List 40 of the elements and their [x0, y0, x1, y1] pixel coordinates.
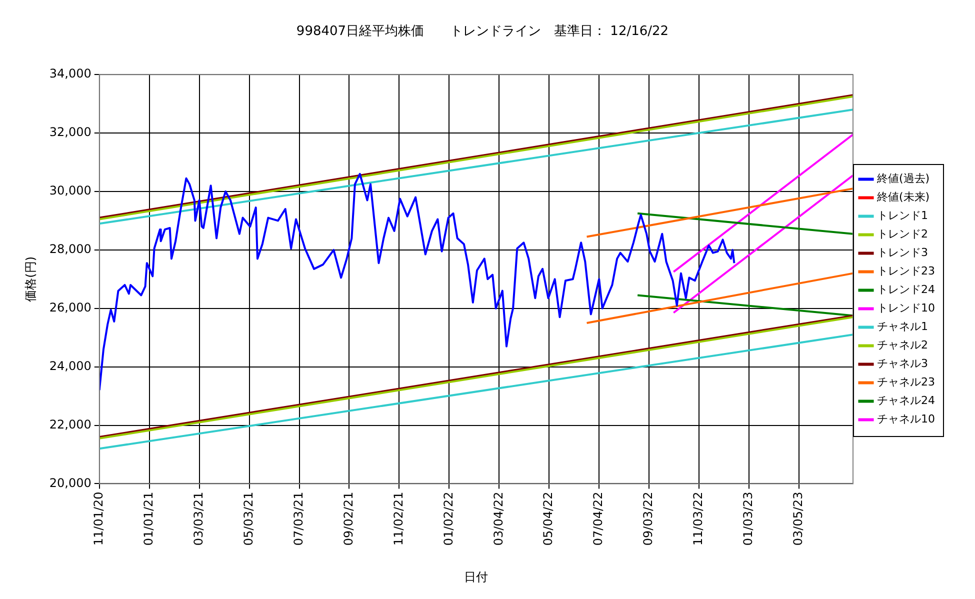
x-tick-label: 07/03/21	[291, 492, 306, 546]
y-tick-label: 32,000	[49, 125, 92, 140]
y-axis-title: 価格(円)	[23, 256, 38, 302]
x-tick-label: 11/02/21	[391, 492, 406, 546]
y-tick-label: 30,000	[49, 184, 92, 198]
x-tick-label: 05/03/21	[241, 492, 256, 546]
legend-label: トレンド10	[877, 302, 936, 315]
legend-label: チャネル23	[877, 376, 936, 389]
legend-label: チャネル24	[877, 394, 936, 408]
x-tick-label: 01/01/21	[141, 492, 156, 546]
legend-label: チャネル2	[877, 338, 928, 352]
x-tick-label: 03/05/23	[791, 492, 806, 546]
legend-label: チャネル3	[877, 357, 928, 370]
y-tick-label: 20,000	[49, 476, 92, 490]
x-axis-title: 日付	[464, 570, 488, 584]
chart-title: 998407日経平均株価 トレンドライン 基準日： 12/16/22	[296, 24, 669, 40]
y-tick-label: 28,000	[49, 242, 92, 256]
x-tick-label: 09/02/21	[341, 492, 356, 546]
x-tick-label: 05/04/22	[541, 492, 556, 546]
x-tick-label: 11/01/20	[92, 492, 106, 546]
x-tick-label: 03/04/22	[491, 492, 506, 546]
legend-label: トレンド1	[877, 209, 928, 222]
y-tick-label: 34,000	[49, 66, 92, 81]
legend-label: チャネル1	[877, 320, 928, 334]
y-tick-label: 22,000	[49, 417, 92, 432]
legend-label: トレンド23	[877, 264, 936, 278]
x-tick-label: 09/03/22	[641, 492, 656, 546]
y-tick-label: 24,000	[49, 358, 92, 373]
x-tick-label: 11/03/22	[691, 492, 706, 546]
legend-label: トレンド2	[877, 228, 928, 241]
x-tick-label: 01/03/23	[741, 492, 756, 546]
x-tick-label: 07/04/22	[591, 492, 606, 546]
legend-label: トレンド24	[877, 283, 936, 296]
legend-label: 終値(過去)	[876, 172, 930, 186]
legend-label: チャネル10	[877, 412, 936, 426]
legend-label: トレンド3	[877, 246, 928, 260]
y-tick-label: 26,000	[49, 300, 92, 314]
x-tick-label: 01/02/22	[441, 492, 456, 546]
legend-label: 終値(未来)	[876, 190, 930, 204]
x-tick-label: 03/03/21	[191, 492, 206, 546]
